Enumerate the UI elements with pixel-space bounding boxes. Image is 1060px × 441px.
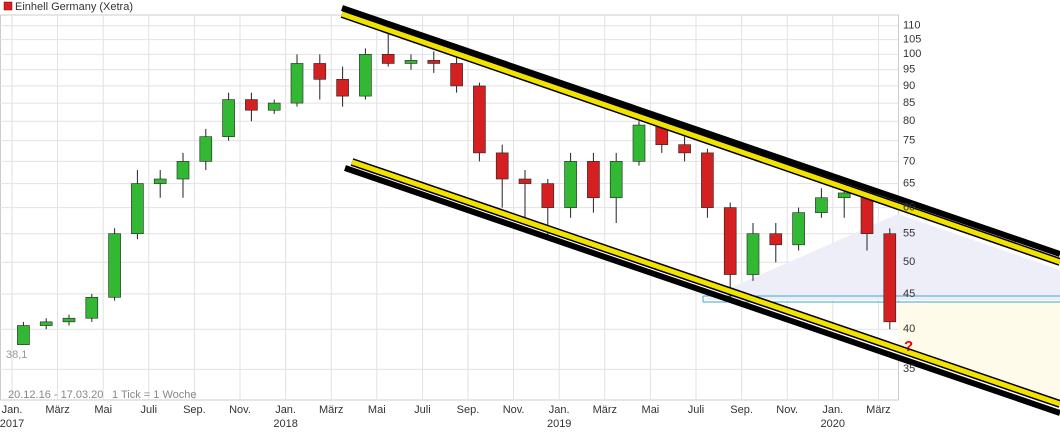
y-tick-label: 85 [903,97,915,109]
candle-body [837,192,851,199]
x-year-label: 2018 [273,418,297,430]
start-value-label: 38,1 [6,349,27,361]
x-tick-label: Juli [414,404,431,416]
x-tick-label: Mai [94,404,112,416]
y-tick-label: 45 [903,288,915,300]
x-tick-label: März [319,404,343,416]
shade-upper [703,214,1060,300]
candle-body [518,178,532,184]
candle-body [267,102,281,111]
x-tick-label: Jan. [275,404,296,416]
x-tick-label: Mai [368,404,386,416]
trend-line [341,11,1060,265]
y-tick-label: 55 [903,228,915,240]
candle-body [62,317,76,323]
candle-body [153,178,167,184]
legend-swatch [3,1,13,11]
x-tick-label: Sep. [730,404,753,416]
candle-body [336,79,349,97]
candle-body [176,161,190,180]
candle-body [564,161,577,208]
trend-line [341,5,1060,257]
x-tick-label: Jan. [822,404,843,416]
y-tick-label: 100 [903,48,921,60]
x-tick-label: Nov. [503,404,525,416]
x-tick-label: März [866,404,890,416]
y-tick-label: 35 [903,363,915,375]
candle-body [587,161,600,199]
candle-body [381,54,395,64]
candle-body [678,144,691,154]
trend-line [344,165,1060,416]
channel-upper [340,5,1060,266]
question-mark: ? [904,338,913,355]
x-tick-label: März [45,404,69,416]
candle-body [427,60,441,64]
x-tick-label: Nov. [776,404,798,416]
candle-body [199,136,213,162]
candle-body [609,161,623,199]
trend-line [351,159,1060,407]
y-tick-label: 110 [903,20,921,32]
y-tick-label: 105 [903,34,921,46]
candle-body [17,325,30,345]
candle-body [701,152,714,208]
candle-body [769,233,783,246]
x-tick-label: Nov. [229,404,251,416]
x-tick-label: März [593,404,617,416]
x-tick-label: Juli [141,404,158,416]
y-tick-label: 70 [903,155,915,167]
y-tick-label: 80 [903,115,915,127]
candle-body [290,63,304,104]
candle-body [39,321,53,326]
x-year-label: 2020 [821,418,845,430]
candle-body [815,197,828,213]
candle-body [495,152,509,180]
x-tick-label: Sep. [183,404,206,416]
legend-label: Einhell Germany (Xetra) [15,1,133,13]
candle-body [313,63,327,80]
candle-body [404,60,418,64]
x-tick-label: Sep. [457,404,480,416]
y-tick-label: 60 [903,202,915,214]
x-year-label: 2019 [547,418,571,430]
channel-lower [344,158,1060,416]
shade-lower [898,302,1060,408]
period-label: 20.12.16 - 17.03.20 [8,389,103,401]
y-tick-label: 75 [903,135,915,147]
tick-info: 1 Tick = 1 Woche [112,389,196,401]
candle-body [85,296,99,319]
x-tick-label: Jan. [2,404,23,416]
candle-body [131,183,144,235]
candle-body [473,85,486,154]
candle-body [222,99,235,137]
y-tick-label: 95 [903,64,915,76]
y-tick-label: 40 [903,323,915,335]
x-tick-label: Mai [642,404,660,416]
candle-body [245,99,258,111]
x-tick-label: Jan. [549,404,570,416]
grid [0,14,899,401]
y-tick-label: 65 [903,177,915,189]
x-tick-label: Juli [688,404,705,416]
candle-body [883,233,897,323]
y-tick-label: 50 [903,256,915,268]
candle-body [108,233,121,298]
candle-body [450,63,463,87]
candle-body [746,233,760,275]
x-year-label: 2017 [0,418,24,430]
candle-body [792,212,805,246]
candle-body [359,54,372,97]
candle-body [541,183,555,208]
candle-body [723,207,737,275]
y-tick-label: 90 [903,80,915,92]
candle-body [632,124,646,162]
